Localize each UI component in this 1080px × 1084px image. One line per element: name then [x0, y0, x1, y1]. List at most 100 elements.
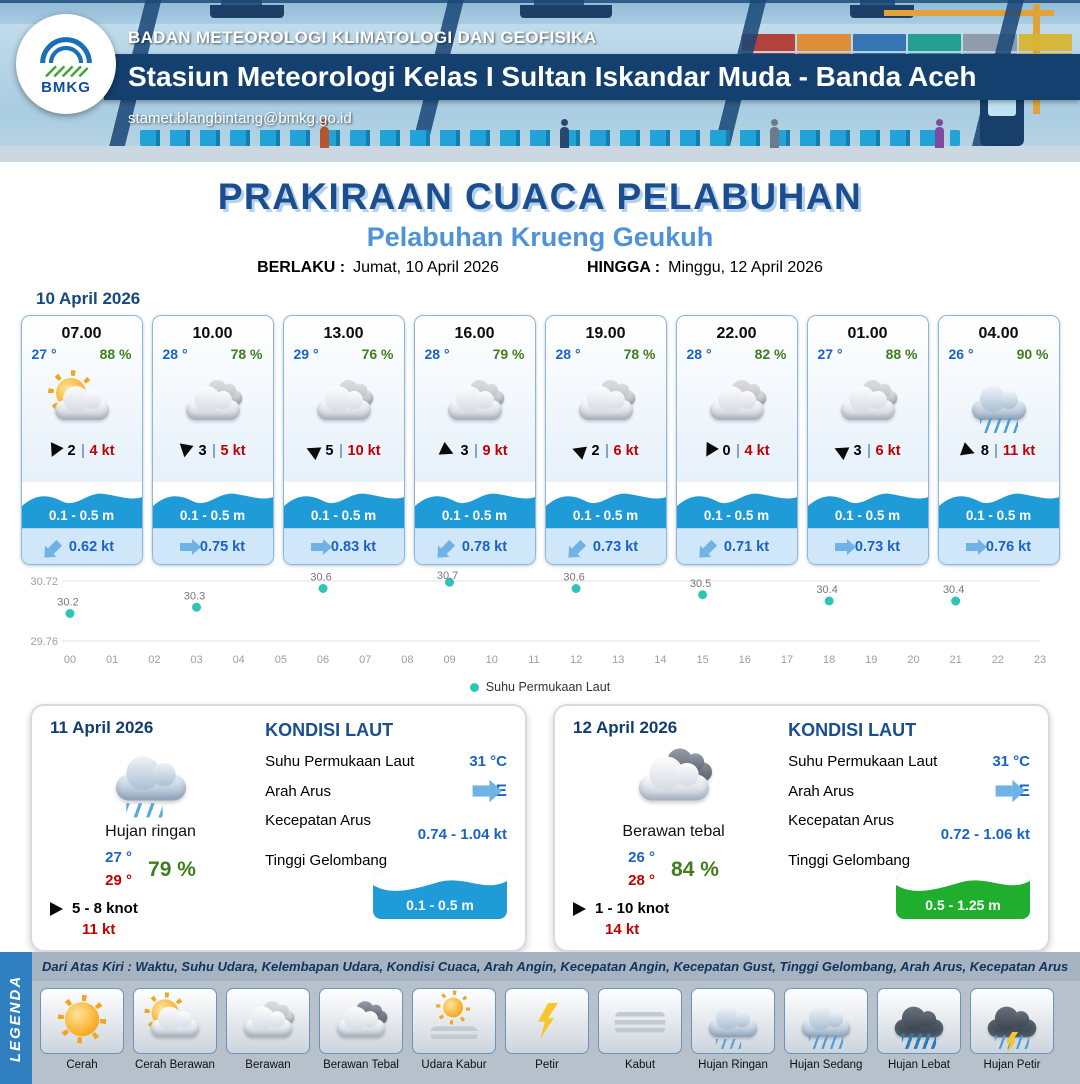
cerah-icon — [51, 998, 112, 1045]
forecast-card: 19.00 28 ° 78 % 2 6 kt 0.1 - 0.5 m 0.73 … — [544, 315, 667, 565]
svg-text:20: 20 — [907, 654, 919, 666]
card-temp-humidity-row: 27 ° 88 % — [22, 343, 142, 362]
card-time: 01.00 — [847, 325, 888, 342]
agency-name: BADAN METEOROLOGI KLIMATOLOGI DAN GEOFIS… — [128, 28, 597, 47]
legend-icon-box — [319, 988, 403, 1054]
current-direction-icon — [310, 538, 332, 555]
svg-text:00: 00 — [64, 654, 76, 666]
forecast-cards-row: 07.00 27 ° 88 % 2 4 kt 0.1 - 0.5 m 0.62 … — [0, 315, 1080, 565]
legend-item: Berawan — [224, 988, 312, 1071]
legend-item: Cerah Berawan — [131, 988, 219, 1071]
wave-shape-icon — [21, 493, 142, 528]
legend-main: Dari Atas Kiri : Waktu, Suhu Udara, Kele… — [32, 952, 1080, 1084]
svg-text:10: 10 — [486, 654, 498, 666]
legend-vertical-label: LEGENDA — [7, 974, 25, 1062]
card-time: 22.00 — [716, 325, 757, 342]
card-humidity: 78 % — [230, 346, 263, 362]
card-temp-humidity-row: 29 ° 76 % — [284, 343, 404, 362]
svg-text:14: 14 — [654, 654, 666, 666]
legend-icon-box — [877, 988, 961, 1054]
legend-description: Dari Atas Kiri : Waktu, Suhu Udara, Kele… — [32, 952, 1080, 981]
card-gust-value: 3 — [853, 443, 862, 459]
svg-text:16: 16 — [739, 654, 751, 666]
card-temperature: 28 ° — [424, 346, 450, 362]
forecast-card: 13.00 29 ° 76 % 5 10 kt 0.1 - 0.5 m 0.83… — [282, 315, 405, 565]
day3-weather-column: 12 April 2026 Berawan tebal 26 ° 28 ° 84… — [573, 718, 774, 938]
svg-text:30.5: 30.5 — [690, 578, 711, 590]
ship-silhouette — [520, 0, 612, 18]
divider — [994, 444, 997, 458]
bmkg-logo-label: BMKG — [41, 78, 91, 96]
day2-wave-height-box: 0.1 - 0.5 m — [373, 873, 507, 919]
validity-row: BERLAKU : Jumat, 10 April 2026 HINGGA : … — [0, 259, 1080, 277]
card-wind-speed: 4 kt — [744, 443, 770, 459]
wind-direction-icon — [177, 443, 194, 459]
day2-weather-column: 11 April 2026 Hujan ringan 27 ° 29 ° 79 … — [50, 718, 251, 938]
svg-text:30.4: 30.4 — [816, 584, 837, 596]
card-wind-row: 2 6 kt — [570, 442, 639, 460]
cerah-berawan-icon — [48, 376, 116, 428]
current-speed-label: Kecepatan Arus — [788, 812, 894, 829]
card-current-row: 0.78 kt — [414, 528, 535, 564]
bmkg-logo: BMKG — [16, 14, 116, 114]
svg-text:22: 22 — [992, 654, 1004, 666]
svg-text:06: 06 — [317, 654, 329, 666]
wind-direction-icon — [570, 442, 588, 460]
day2-temps: 27 ° 29 ° 79 % — [105, 847, 196, 892]
svg-text:08: 08 — [401, 654, 413, 666]
card-wave-band: 0.1 - 0.5 m — [152, 482, 273, 528]
title-block: PRAKIRAAN CUACA PELABUHAN Pelabuhan Krue… — [0, 162, 1080, 277]
card-gust-value: 3 — [460, 443, 469, 459]
card-wave-height: 0.1 - 0.5 m — [834, 508, 901, 523]
card-current-row: 0.73 kt — [545, 528, 666, 564]
wind-direction-icon — [45, 442, 65, 460]
card-humidity: 82 % — [754, 346, 787, 362]
card-time: 10.00 — [192, 325, 233, 342]
card-humidity: 76 % — [361, 346, 394, 362]
card-temperature: 28 ° — [686, 346, 712, 362]
card-weather-icon-slot — [441, 364, 509, 440]
day3-temp-max: 28 ° — [628, 871, 656, 889]
petir-icon — [516, 998, 577, 1045]
bmkg-logo-icon — [40, 36, 92, 77]
hujan-ringan-icon — [106, 743, 194, 817]
card-gust-value: 8 — [980, 443, 989, 459]
day3-weather-icon — [629, 737, 717, 816]
current-direction-icon — [834, 538, 856, 555]
wave-shape-icon — [545, 493, 666, 528]
divider — [736, 444, 739, 458]
sea-conditions-heading: KONDISI LAUT — [265, 720, 394, 740]
wave-shape-icon — [807, 493, 928, 528]
card-wave-band: 0.1 - 0.5 m — [283, 482, 404, 528]
berawan-tebal-icon — [330, 998, 391, 1045]
card-gust-value: 2 — [591, 443, 600, 459]
card-wind-speed: 11 kt — [1002, 443, 1036, 459]
card-gust-value: 0 — [722, 443, 731, 459]
card-wind-speed: 6 kt — [875, 443, 901, 459]
day2-wave-height-value: 0.1 - 0.5 m — [406, 897, 474, 913]
forecast-card: 16.00 28 ° 79 % 3 9 kt 0.1 - 0.5 m 0.78 … — [413, 315, 536, 565]
svg-text:09: 09 — [443, 654, 455, 666]
day2-sst-value: 31 °C — [469, 753, 507, 770]
card-current-speed: 0.76 kt — [985, 538, 1032, 555]
card-current-speed: 0.78 kt — [461, 538, 508, 555]
day2-wind-range: 5 - 8 knot — [72, 900, 138, 917]
card-wind-row: 8 11 kt — [959, 442, 1036, 460]
svg-text:05: 05 — [275, 654, 287, 666]
legend-icon-box — [970, 988, 1054, 1054]
card-gust-value: 3 — [198, 443, 207, 459]
day3-card: 12 April 2026 Berawan tebal 26 ° 28 ° 84… — [553, 704, 1050, 952]
card-wave-band: 0.1 - 0.5 m — [545, 482, 666, 528]
berawan-tebal-icon — [629, 743, 717, 811]
valid-to-label: HINGGA : — [586, 259, 661, 276]
svg-text:21: 21 — [950, 654, 962, 666]
card-temp-humidity-row: 28 ° 82 % — [677, 343, 797, 362]
legend-item: Hujan Petir — [968, 988, 1056, 1071]
divider — [867, 444, 870, 458]
card-time: 16.00 — [454, 325, 495, 342]
svg-text:11: 11 — [528, 654, 539, 666]
berawan-icon — [834, 376, 902, 428]
card-wave-height: 0.1 - 0.5 m — [441, 508, 508, 523]
forecast-date: 10 April 2026 — [36, 289, 141, 308]
